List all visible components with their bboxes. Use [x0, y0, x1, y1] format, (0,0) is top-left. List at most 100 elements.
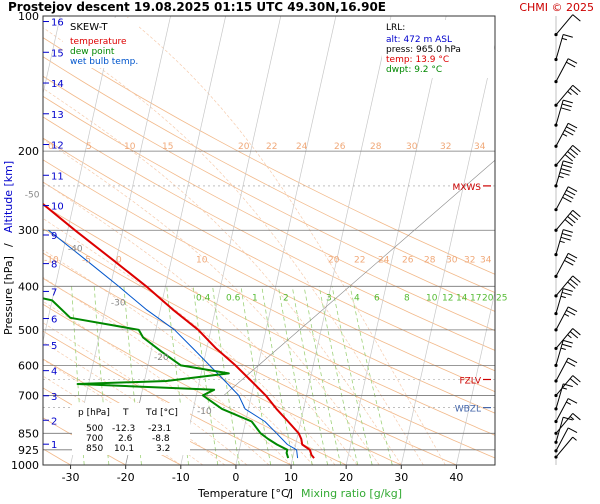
table-cell-td-850: 3.2: [156, 444, 170, 454]
mixing-ratio-label: 25: [496, 293, 507, 303]
legend: SKEW-T temperature dew point wet bulb te…: [63, 18, 139, 68]
barb-point: [554, 379, 557, 382]
y-tick-label: 925: [18, 444, 39, 457]
moist-adiabat-label: 34: [480, 255, 492, 265]
table-cell-t-500: -12.3: [112, 424, 135, 434]
y-tick-label: 700: [18, 389, 39, 402]
chart-title: Prostejov descent 19.08.2025 01:15 UTC 4…: [8, 0, 386, 14]
moist-adiabat-label: 28: [370, 142, 382, 152]
altitude-label: 9: [51, 231, 57, 242]
moist-adiabat-label: -5: [82, 255, 91, 265]
table-cell-p-500: 500: [86, 424, 103, 434]
altitude-label: 12: [51, 141, 64, 152]
barb-point: [554, 441, 557, 444]
lrl-title: LRL:: [386, 23, 405, 33]
altitude-label: 6: [51, 315, 57, 326]
table-cell-t-850: 10.1: [114, 444, 134, 454]
mixing-ratio-label: 12: [442, 293, 453, 303]
barb-point: [554, 104, 557, 107]
altitude-label: 14: [51, 79, 64, 90]
mixing-ratio-label: 8: [404, 293, 410, 303]
x-tick-label: -10: [172, 471, 190, 484]
dry-adiabat-label: -50: [25, 190, 40, 200]
moist-adiabat-label: 10: [124, 142, 136, 152]
moist-adiabat-label: 30: [446, 255, 458, 265]
moist-adiabat-label: 24: [296, 142, 308, 152]
data-table: p [hPa] T Td [°C] 500 -12.3 -23.1 700 2.…: [72, 403, 190, 455]
y-tick-label: 200: [18, 145, 39, 158]
barb-point: [554, 164, 557, 167]
lrl-press: press: 965.0 hPa: [386, 45, 461, 55]
mixing-ratio-label: 1: [252, 293, 258, 303]
mixing-ratio-label: 14: [456, 293, 468, 303]
altitude-label: 10: [51, 202, 64, 213]
dry-adiabat-label: -20: [154, 353, 169, 363]
barb-point: [554, 208, 557, 211]
moist-adiabat-label: 24: [378, 255, 390, 265]
altitude-label: 4: [51, 367, 57, 378]
table-cell-p-700: 700: [86, 434, 103, 444]
barb-point: [554, 229, 557, 232]
y-tick-label: 100: [18, 10, 39, 23]
barb-point: [554, 145, 557, 148]
barb-point: [554, 432, 557, 435]
xlabel-mixing-ratio: Mixing ratio [g/kg]: [301, 487, 402, 500]
dry-adiabat-label: -30: [111, 299, 126, 309]
barb-point: [554, 33, 557, 36]
x-tick-label: 10: [284, 471, 298, 484]
moist-adiabat-label: 5: [86, 142, 92, 152]
altitude-label: 7: [51, 287, 57, 298]
dry-adiabat-label: -40: [68, 245, 83, 255]
mixing-ratio-label: 17: [470, 293, 481, 303]
x-tick-label: 30: [394, 471, 408, 484]
ylabel-separator: /: [2, 243, 15, 247]
table-cell-td-700: -8.8: [152, 434, 170, 444]
barb-point: [554, 253, 557, 256]
barb-point: [554, 394, 557, 397]
y-tick-label: 850: [18, 427, 39, 440]
moist-adiabat-label: 26: [334, 142, 346, 152]
legend-wetbulb: wet bulb temp.: [70, 57, 138, 67]
moist-adiabat-label: 32: [440, 142, 451, 152]
lrl-box: LRL: alt: 472 m ASL press: 965.0 hPa tem…: [382, 20, 494, 78]
moist-adiabat-label: 0: [116, 255, 122, 265]
lrl-dwpt: dwpt: 9.2 °C: [386, 65, 442, 75]
barb-point: [554, 80, 557, 83]
legend-title: SKEW-T: [70, 22, 108, 33]
x-tick-label: 0: [232, 471, 239, 484]
barb-point: [554, 294, 557, 297]
barb-point: [554, 455, 557, 458]
moist-adiabat-label: 28: [424, 255, 436, 265]
mixing-ratio-label: 2: [283, 293, 289, 303]
barb-point: [554, 420, 557, 423]
moist-adiabat-label: 30: [406, 142, 418, 152]
barb-point: [554, 275, 557, 278]
mixing-ratio-label: 0.6: [226, 293, 241, 303]
altitude-label: 15: [51, 48, 64, 59]
barb-point: [554, 312, 557, 315]
xlabel-separator: /: [287, 487, 291, 500]
altitude-label: 16: [51, 18, 64, 29]
x-tick-label: 20: [339, 471, 353, 484]
mixing-ratio-label: 0.4: [196, 293, 211, 303]
altitude-label: 11: [51, 171, 64, 182]
table-cell-t-700: 2.6: [118, 434, 133, 444]
y-tick-label: 1000: [11, 459, 39, 472]
xlabel-temperature: Temperature [°C]: [197, 487, 293, 500]
mixing-ratio-label: 6: [374, 293, 380, 303]
dry-adiabat-label: -10: [197, 407, 212, 417]
table-cell-td-500: -23.1: [148, 424, 171, 434]
lrl-alt: alt: 472 m ASL: [386, 35, 452, 45]
level-label: FZLV: [459, 376, 481, 386]
ylabel-altitude: Altitude [km]: [2, 161, 15, 233]
altitude-label: 5: [51, 341, 57, 352]
x-tick-label: 40: [449, 471, 463, 484]
ylabel-pressure: Pressure [hPa]: [2, 256, 15, 335]
altitude-label: 1: [51, 440, 57, 451]
barb-point: [554, 364, 557, 367]
altitude-label: 8: [51, 260, 57, 271]
barb-point: [554, 347, 557, 350]
moist-adiabat-label: 20: [328, 255, 340, 265]
moist-adiabat-label: 20: [238, 142, 250, 152]
